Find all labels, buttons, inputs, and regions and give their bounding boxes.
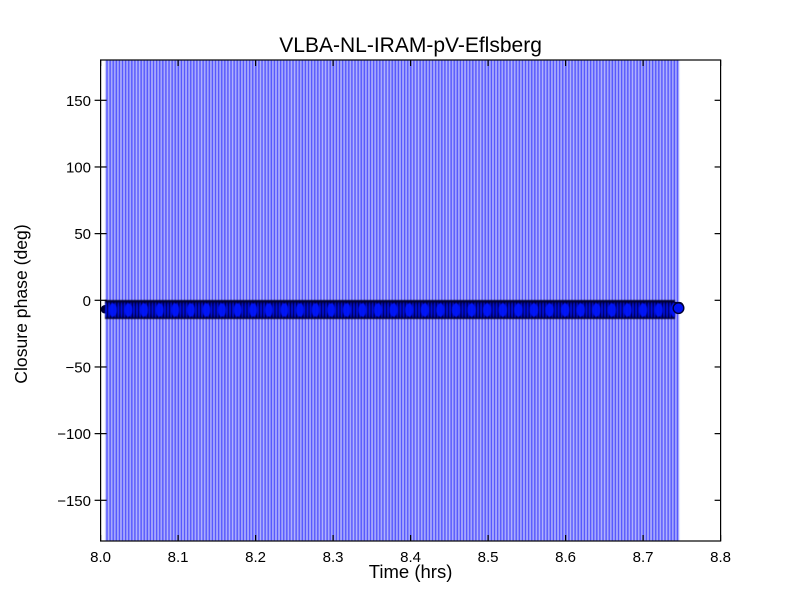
svg-text:−100: −100: [57, 426, 91, 443]
svg-text:Closure phase (deg): Closure phase (deg): [11, 224, 31, 383]
svg-text:50: 50: [74, 226, 91, 243]
svg-text:−50: −50: [66, 359, 91, 376]
svg-text:0: 0: [83, 293, 91, 310]
svg-text:150: 150: [66, 93, 91, 110]
svg-text:−150: −150: [57, 493, 91, 510]
svg-text:100: 100: [66, 159, 91, 176]
